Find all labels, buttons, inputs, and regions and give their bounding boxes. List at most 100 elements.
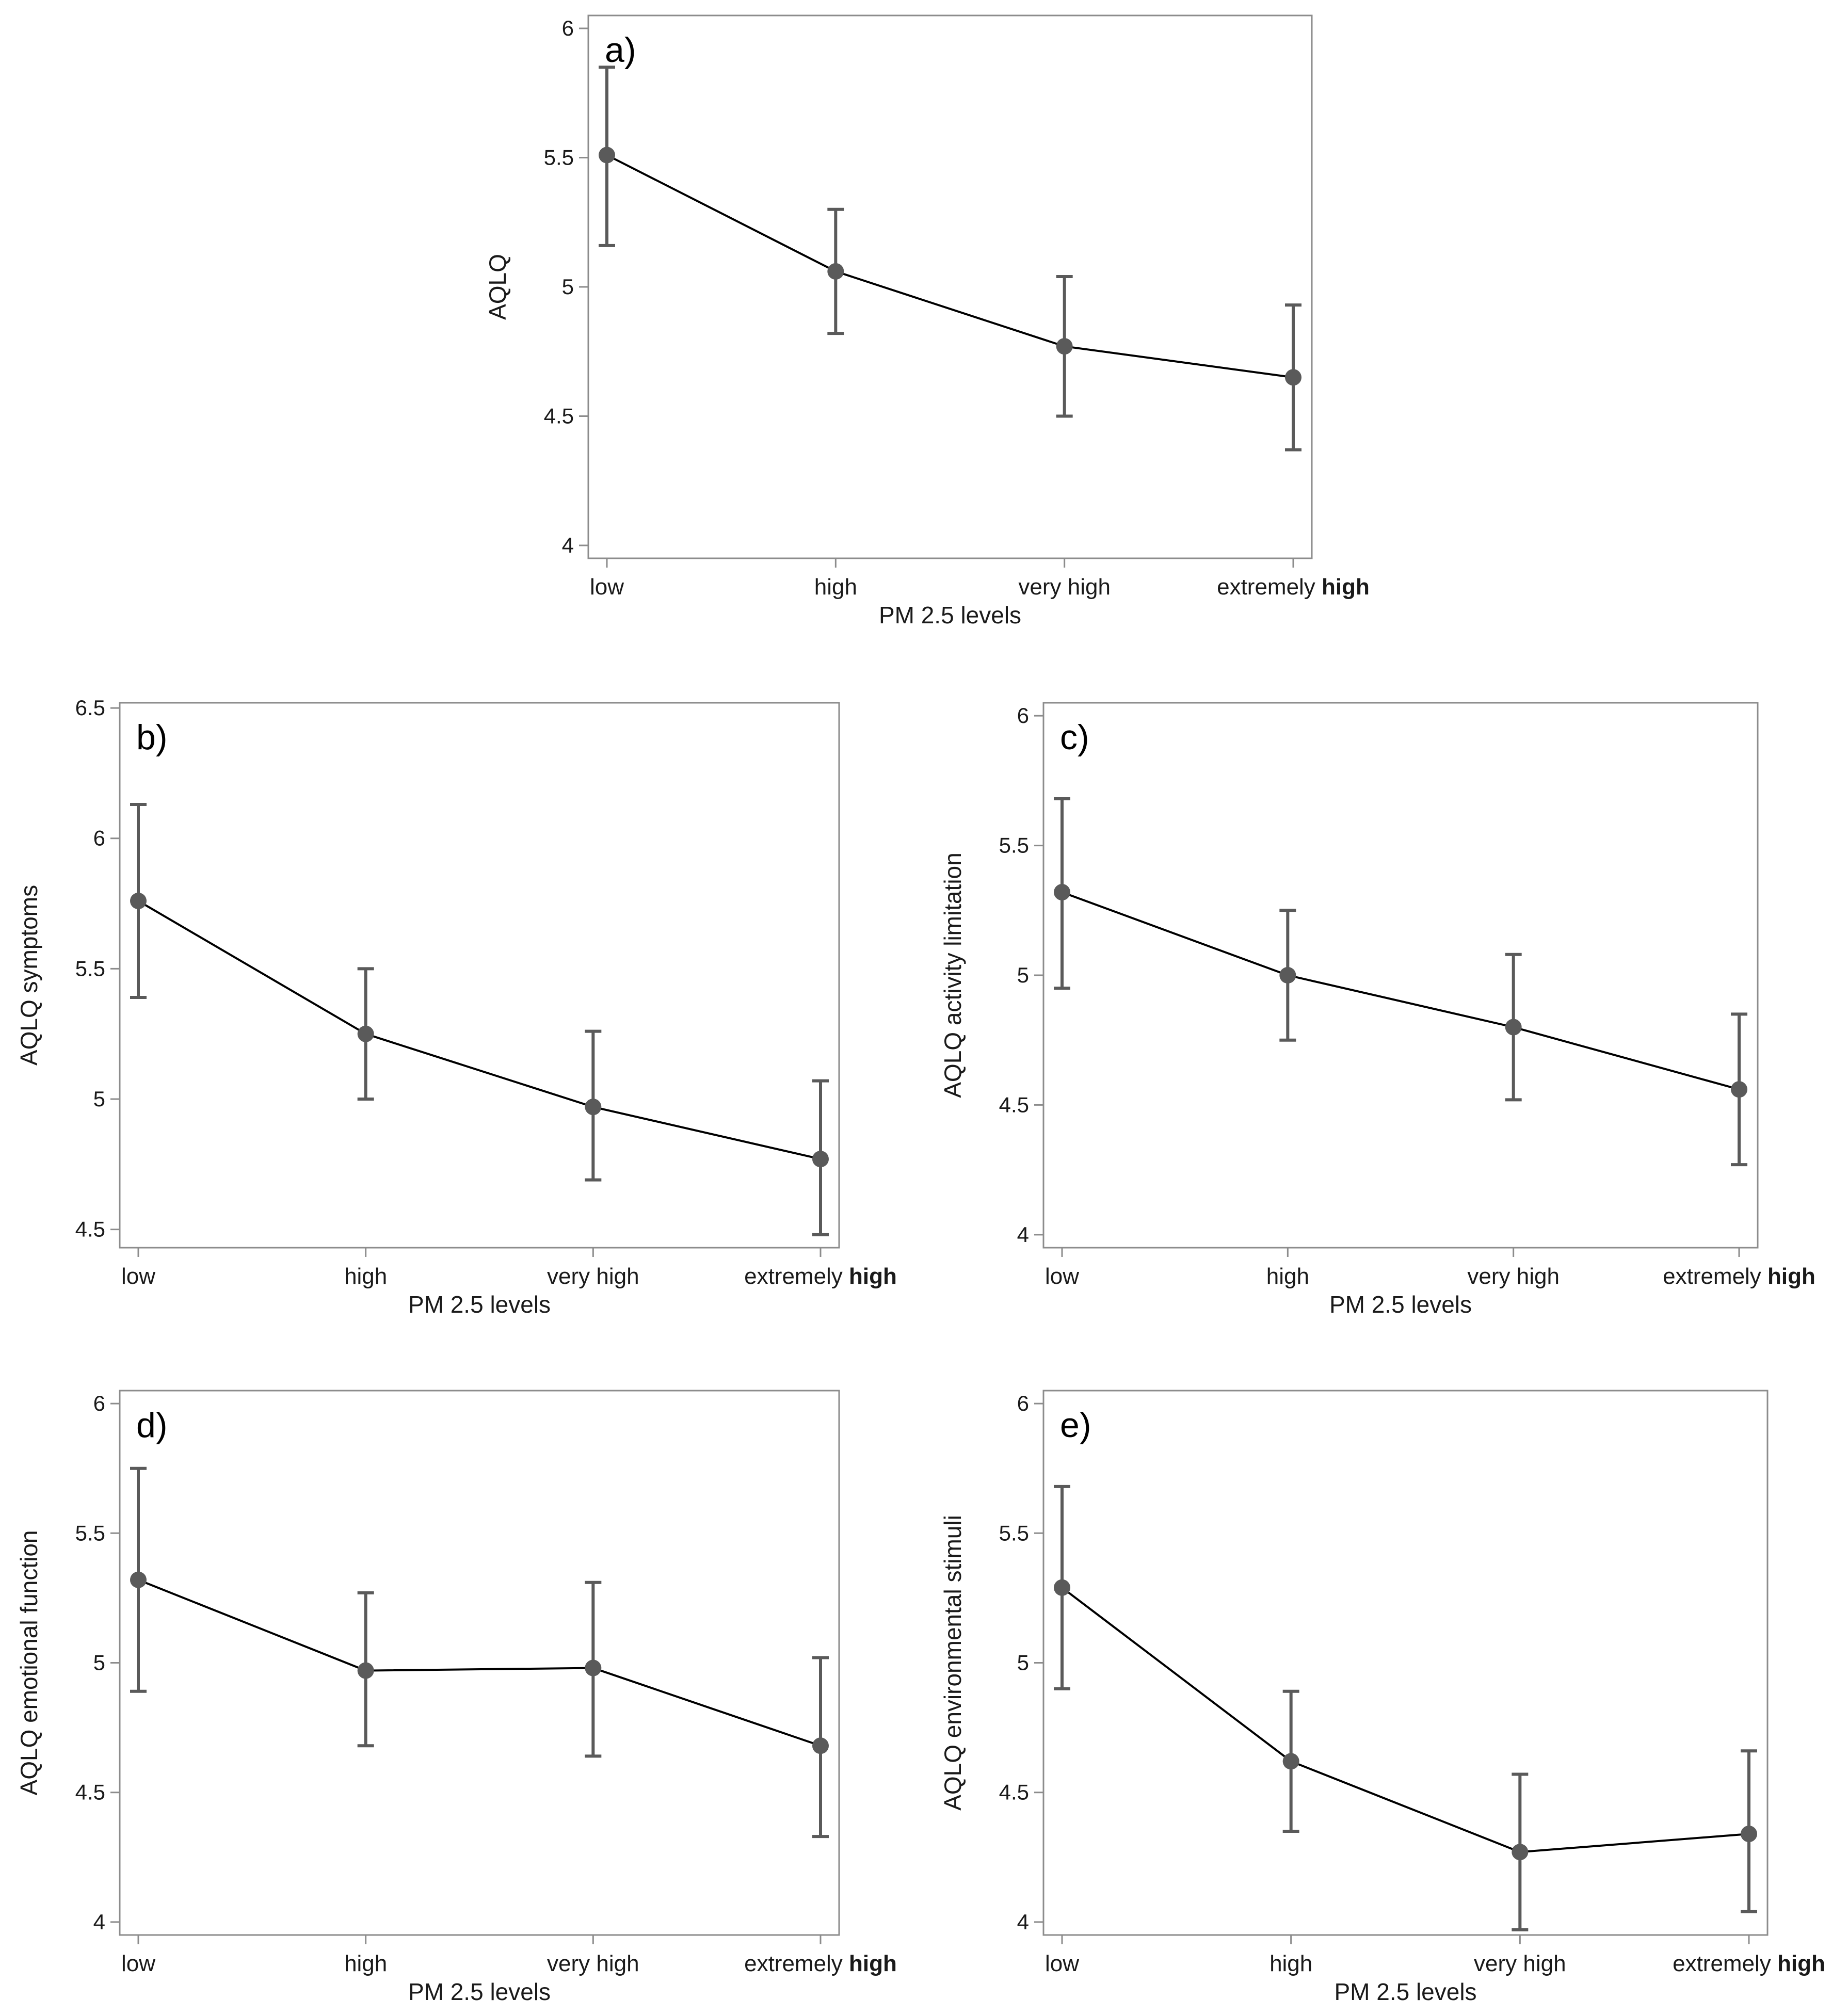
x-tick-label-text: very high bbox=[1467, 1264, 1560, 1289]
x-tick-label-text: high bbox=[814, 574, 857, 600]
panel-label: d) bbox=[136, 1406, 167, 1445]
x-tick-label-text: very high bbox=[547, 1264, 639, 1289]
x-tick-label-text: high bbox=[1269, 1951, 1312, 1976]
panel-label: e) bbox=[1060, 1406, 1091, 1445]
y-tick-label: 5.5 bbox=[544, 146, 574, 170]
x-tick-label: low bbox=[121, 1264, 155, 1289]
data-point bbox=[357, 1662, 374, 1679]
y-axis-title: AQLQ environmental stimuli bbox=[939, 1515, 966, 1811]
x-tick-label-emphasis: high bbox=[849, 1264, 897, 1289]
x-tick-label-text: extremely bbox=[1663, 1264, 1767, 1289]
y-tick-label: 6 bbox=[1017, 1391, 1029, 1415]
y-axis-title: AQLQ emotional function bbox=[15, 1530, 42, 1796]
series-line bbox=[606, 154, 1294, 379]
x-tick-label: low bbox=[590, 574, 624, 600]
data-point bbox=[1054, 1579, 1070, 1596]
x-tick-label: extremely high bbox=[1217, 574, 1370, 600]
x-axis-title: PM 2.5 levels bbox=[408, 1291, 551, 1318]
panel-label: c) bbox=[1060, 718, 1089, 757]
x-tick-label-text: high bbox=[344, 1264, 387, 1289]
plot-frame bbox=[119, 702, 840, 1249]
x-tick-label-text: low bbox=[121, 1951, 155, 1976]
x-tick-label: high bbox=[344, 1264, 387, 1289]
x-tick-label-text: extremely bbox=[744, 1951, 849, 1976]
x-tick-label-text: extremely bbox=[1673, 1951, 1777, 1976]
x-tick-label: very high bbox=[1474, 1951, 1566, 1976]
y-tick-label: 5.5 bbox=[75, 1521, 105, 1545]
y-tick-label: 5.5 bbox=[75, 956, 105, 980]
plot-frame bbox=[119, 1390, 840, 1936]
y-tick-label: 5 bbox=[562, 275, 574, 299]
x-tick-label: very high bbox=[547, 1264, 639, 1289]
y-axis-title: AQLQ symptoms bbox=[15, 885, 42, 1066]
data-point bbox=[827, 263, 844, 280]
data-point bbox=[130, 1571, 147, 1588]
y-tick-label: 6 bbox=[93, 1391, 105, 1415]
chart-panel-a: 4 4.5 5 5.5 6 low high very high extremely high P… bbox=[484, 14, 1370, 628]
y-tick-label: 5 bbox=[93, 1087, 105, 1111]
data-point bbox=[1282, 1753, 1299, 1770]
y-tick-label: 4 bbox=[1017, 1910, 1029, 1934]
y-tick-label: 5.5 bbox=[999, 1521, 1029, 1545]
data-point bbox=[599, 147, 615, 164]
data-point bbox=[1731, 1081, 1747, 1098]
x-tick-label: extremely high bbox=[744, 1951, 897, 1976]
x-tick-label-emphasis: high bbox=[1322, 574, 1370, 600]
series-line bbox=[1062, 891, 1740, 1091]
x-tick-label: extremely high bbox=[744, 1264, 897, 1289]
data-point bbox=[130, 893, 147, 909]
x-axis-title: PM 2.5 levels bbox=[408, 1978, 551, 2005]
y-tick-label: 4.5 bbox=[75, 1217, 105, 1241]
x-tick-label-text: extremely bbox=[744, 1264, 849, 1289]
y-tick-label: 6 bbox=[562, 16, 574, 40]
data-point bbox=[812, 1737, 829, 1754]
x-tick-label: very high bbox=[1018, 574, 1111, 600]
y-tick-label: 4 bbox=[1017, 1222, 1029, 1247]
x-axis-title: PM 2.5 levels bbox=[1334, 1978, 1476, 2005]
x-tick-label-text: extremely bbox=[1217, 574, 1322, 600]
x-tick-label-text: low bbox=[1045, 1951, 1079, 1976]
x-tick-label: extremely high bbox=[1663, 1264, 1815, 1289]
data-point bbox=[1279, 967, 1296, 983]
panel-label: b) bbox=[136, 718, 167, 757]
data-point bbox=[1512, 1844, 1529, 1861]
data-point bbox=[585, 1659, 602, 1676]
series-line bbox=[137, 900, 821, 1160]
chart-panel-e: 4 4.5 5 5.5 6 low high very high extremely high P… bbox=[939, 1390, 1825, 2005]
y-tick-label: 5 bbox=[93, 1651, 105, 1675]
x-tick-label-text: low bbox=[121, 1264, 155, 1289]
data-point bbox=[357, 1025, 374, 1042]
plot-frame bbox=[1042, 1390, 1769, 1936]
x-tick-label: low bbox=[1045, 1951, 1079, 1976]
series-line bbox=[1061, 1587, 1749, 1853]
y-tick-label: 5.5 bbox=[999, 833, 1029, 858]
y-tick-label: 6 bbox=[93, 826, 105, 850]
y-axis-title: AQLQ bbox=[484, 254, 511, 320]
x-tick-label-text: low bbox=[1045, 1264, 1079, 1289]
data-point bbox=[585, 1099, 602, 1116]
series-line bbox=[138, 1578, 821, 1747]
data-point bbox=[1741, 1826, 1757, 1843]
x-tick-label: extremely high bbox=[1673, 1951, 1825, 1976]
y-tick-label: 4.5 bbox=[75, 1780, 105, 1804]
x-tick-label: low bbox=[121, 1951, 155, 1976]
x-tick-label: high bbox=[814, 574, 857, 600]
chart-panel-d: 4 4.5 5 5.5 6 low high very high extremely high P… bbox=[15, 1390, 897, 2005]
y-tick-label: 5 bbox=[1017, 1651, 1029, 1675]
chart-panel-b: 4.5 5 5.5 6 6.5 low high very high extremely hig… bbox=[15, 696, 897, 1318]
x-tick-label: very high bbox=[547, 1951, 639, 1976]
y-axis-title: AQLQ activity limitation bbox=[939, 852, 966, 1098]
x-tick-label-text: high bbox=[344, 1951, 387, 1976]
x-tick-label-emphasis: high bbox=[849, 1951, 897, 1976]
plot-frame bbox=[1042, 702, 1759, 1249]
x-tick-label: high bbox=[344, 1951, 387, 1976]
y-tick-label: 4.5 bbox=[999, 1092, 1029, 1117]
x-tick-label-emphasis: high bbox=[1767, 1264, 1815, 1289]
y-tick-label: 6 bbox=[1017, 703, 1029, 728]
x-tick-label-text: very high bbox=[1474, 1951, 1566, 1976]
chart-panel-c: 4 4.5 5 5.5 6 low high very high extremely high P… bbox=[939, 702, 1815, 1318]
panel-label: a) bbox=[605, 30, 636, 70]
x-tick-label: low bbox=[1045, 1264, 1079, 1289]
x-tick-label-text: very high bbox=[1018, 574, 1111, 600]
